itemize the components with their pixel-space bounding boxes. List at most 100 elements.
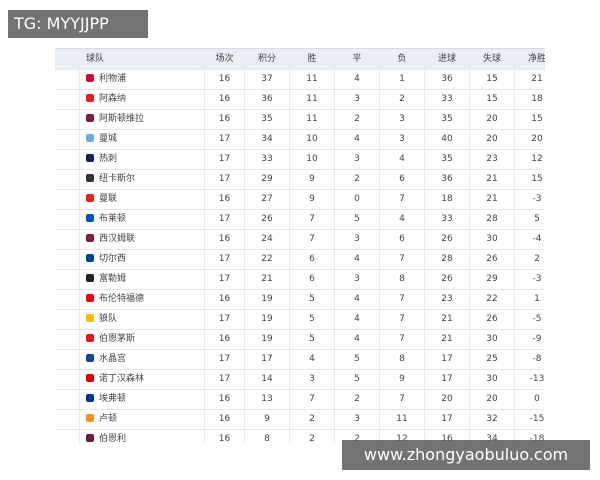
team-badge bbox=[86, 174, 94, 182]
table-row: 切尔西 17 22 6 4 7 28 26 2 bbox=[55, 249, 545, 270]
stat-cell: 6 bbox=[380, 169, 425, 189]
team-label: 水晶宫 bbox=[99, 354, 127, 364]
column-header: 积分 bbox=[245, 49, 290, 69]
stat-cell: 15 bbox=[470, 89, 515, 109]
stat-cell: 5 bbox=[335, 369, 380, 389]
stat-cell: -5 bbox=[515, 309, 545, 329]
stat-cell: 11 bbox=[290, 89, 335, 109]
table-row: 布伦特福德 16 19 5 4 7 23 22 1 bbox=[55, 289, 545, 310]
team-name: 水晶宫 bbox=[80, 349, 205, 369]
stat-cell: 35 bbox=[425, 109, 470, 129]
stat-cell: 5 bbox=[290, 289, 335, 309]
team-badge bbox=[86, 414, 94, 422]
stat-cell: 20 bbox=[470, 129, 515, 149]
column-header: 平 bbox=[335, 49, 380, 69]
stat-cell: 35 bbox=[245, 109, 290, 129]
stat-cell: 4 bbox=[335, 69, 380, 89]
stat-cell: 7 bbox=[380, 189, 425, 209]
stat-cell: 1 bbox=[380, 69, 425, 89]
stat-cell: 2 bbox=[335, 109, 380, 129]
stat-cell: 5 bbox=[335, 349, 380, 369]
team-badge bbox=[86, 214, 94, 222]
stat-cell: 4 bbox=[335, 249, 380, 269]
stat-cell: 2 bbox=[290, 409, 335, 429]
team-badge bbox=[86, 194, 94, 202]
stat-cell: 4 bbox=[335, 129, 380, 149]
stat-cell: 7 bbox=[380, 309, 425, 329]
stat-cell: 24 bbox=[245, 229, 290, 249]
stat-cell: 26 bbox=[245, 209, 290, 229]
team-name: 切尔西 bbox=[80, 249, 205, 269]
team-name: 埃弗顿 bbox=[80, 389, 205, 409]
table-row: 富勒姆 17 21 6 3 8 26 29 -3 bbox=[55, 269, 545, 290]
standings-table: 球队 场次 积分胜平负进球 失球 净胜 利物浦 16 37 11 4 1 36 15 21 阿森纳 16 36 1… bbox=[55, 48, 545, 443]
team-label: 埃弗顿 bbox=[99, 394, 127, 404]
stat-cell: 4 bbox=[380, 209, 425, 229]
stat-cell: 3 bbox=[335, 409, 380, 429]
stat-cell: 2 bbox=[380, 89, 425, 109]
row-edge bbox=[55, 289, 80, 309]
stat-cell: 28 bbox=[470, 209, 515, 229]
stat-cell: 3 bbox=[380, 109, 425, 129]
team-badge bbox=[86, 334, 94, 342]
stat-cell: 3 bbox=[380, 129, 425, 149]
row-edge bbox=[55, 369, 80, 389]
team-badge bbox=[86, 294, 94, 302]
team-label: 热刺 bbox=[99, 154, 118, 164]
team-label: 狼队 bbox=[99, 314, 118, 324]
team-name: 纽卡斯尔 bbox=[80, 169, 205, 189]
team-label: 伯恩利 bbox=[99, 434, 127, 443]
team-name: 伯恩利 bbox=[80, 429, 205, 443]
team-badge bbox=[86, 94, 94, 102]
stat-cell: -3 bbox=[515, 269, 545, 289]
stat-cell: 2 bbox=[335, 429, 380, 443]
stat-cell: 9 bbox=[245, 409, 290, 429]
stat-cell: 4 bbox=[335, 309, 380, 329]
stat-cell: 34 bbox=[245, 129, 290, 149]
stat-cell: 16 bbox=[205, 429, 245, 443]
stat-cell: 17 bbox=[205, 209, 245, 229]
team-badge bbox=[86, 274, 94, 282]
team-label: 曼联 bbox=[99, 194, 118, 204]
stat-cell: 0 bbox=[515, 389, 545, 409]
team-name: 诺丁汉森林 bbox=[80, 369, 205, 389]
stat-cell: 28 bbox=[425, 249, 470, 269]
team-label: 布莱顿 bbox=[99, 214, 127, 224]
stat-cell: 10 bbox=[290, 129, 335, 149]
stat-cell: 7 bbox=[380, 389, 425, 409]
stat-cell: 17 bbox=[205, 309, 245, 329]
row-edge bbox=[55, 229, 80, 249]
table-row: 阿斯顿维拉 16 35 11 2 3 35 20 15 bbox=[55, 109, 545, 130]
stat-cell: 7 bbox=[290, 229, 335, 249]
stat-cell: 17 bbox=[205, 369, 245, 389]
stat-cell: 16 bbox=[205, 409, 245, 429]
stat-cell: 3 bbox=[335, 229, 380, 249]
column-header: 负 bbox=[380, 49, 425, 69]
stat-cell: 40 bbox=[425, 129, 470, 149]
column-header: 胜 bbox=[290, 49, 335, 69]
column-header: 场次 bbox=[205, 49, 245, 69]
stat-cell: 16 bbox=[425, 429, 470, 443]
stat-cell: 16 bbox=[205, 289, 245, 309]
team-label: 曼城 bbox=[99, 134, 118, 144]
stat-cell: 20 bbox=[470, 109, 515, 129]
table-row: 利物浦 16 37 11 4 1 36 15 21 bbox=[55, 69, 545, 90]
row-edge bbox=[55, 409, 80, 429]
table-row: 西汉姆联 16 24 7 3 6 26 30 -4 bbox=[55, 229, 545, 250]
stat-cell: 21 bbox=[515, 69, 545, 89]
stat-cell: 30 bbox=[470, 229, 515, 249]
row-edge bbox=[55, 89, 80, 109]
stat-cell: -4 bbox=[515, 229, 545, 249]
stat-cell: 16 bbox=[205, 329, 245, 349]
team-name: 布伦特福德 bbox=[80, 289, 205, 309]
stat-cell: 21 bbox=[425, 309, 470, 329]
stat-cell: 0 bbox=[335, 189, 380, 209]
stat-cell: 26 bbox=[425, 229, 470, 249]
row-edge bbox=[55, 389, 80, 409]
stat-cell: 2 bbox=[515, 249, 545, 269]
team-label: 布伦特福德 bbox=[99, 294, 145, 304]
table-row: 狼队 17 19 5 4 7 21 26 -5 bbox=[55, 309, 545, 330]
team-badge bbox=[86, 314, 94, 322]
stat-cell: 22 bbox=[470, 289, 515, 309]
team-badge bbox=[86, 74, 94, 82]
